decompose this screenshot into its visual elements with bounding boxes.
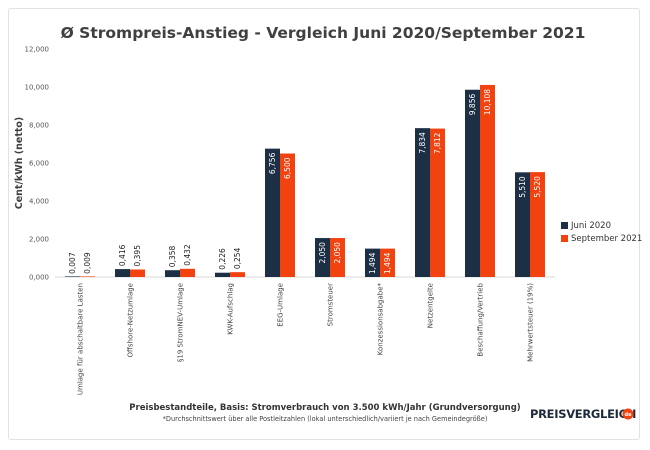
bar-september-2021 [180,268,195,277]
category-label: Stromsteuer [327,283,335,326]
bar-value-label: 2,050 [333,242,342,264]
y-tick-label: 0,000 [29,274,49,282]
category-label: KWK-Aufschlag [227,283,235,335]
bar-value-label: 6,500 [283,157,292,179]
category-label: Beschaffung/Vertrieb [477,282,485,356]
bar-value-label: 0,009 [83,252,92,274]
bar-september-2021 [530,172,545,277]
category-label: EEG-Umlage [277,283,285,327]
bar-value-label: 2,050 [318,242,327,264]
bar-value-label: 10,108 [483,89,492,115]
bar-value-label: 0,432 [183,244,192,266]
category-label: Umlage für abschaltbare Lasten [77,283,85,395]
bar-value-label: 1,494 [383,252,392,274]
bar-september-2021 [380,248,395,277]
category-label: §19 StromNEV-Umlage [177,283,185,362]
bar-juni-2020 [115,269,130,277]
y-tick-label: 12,000 [25,46,50,54]
bar-value-label: 0,226 [218,248,227,270]
bar-series [65,84,545,278]
bar-value-label: 0,254 [233,247,242,269]
y-axis-ticks: 0,000 2,000 4,000 6,000 8,000 10,000 12,000 [25,46,50,282]
category-label: Netzentgelte [427,283,435,328]
bar-juni-2020 [215,272,230,277]
logo-text: PREISVERGLEICH [530,407,636,421]
category-label: Konzessionsabgabe* [377,283,385,356]
bar-september-2021 [230,272,245,277]
bar-september-2021 [80,276,95,277]
x-axis-label: Preisbestandteile, Basis: Stromverbrauch… [129,403,521,413]
bar-value-label: 0,358 [168,245,177,267]
bar-juni-2020 [465,89,480,278]
bar-juni-2020 [315,238,330,277]
legend: Juni 2020 September 2021 [561,221,642,244]
legend-label: Juni 2020 [570,221,611,231]
y-tick-label: 10,000 [25,84,50,92]
y-tick-label: 8,000 [29,122,49,130]
logo-badge-text: de [625,412,633,418]
bar-september-2021 [430,128,445,277]
bar-september-2021 [330,238,345,277]
footnote: *Durchschnittswert über alle Postleitzah… [163,415,488,423]
value-labels: 0,007 0,009 0,416 0,395 0,358 0,432 0,226 0,254… [68,89,542,274]
category-label: Mehrwertsteuer (19%) [527,283,535,362]
bar-juni-2020 [365,248,380,277]
bar-juni-2020 [415,128,430,277]
bar-september-2021 [130,269,145,277]
bar-value-label: 1,494 [368,252,377,274]
bar-juni-2020 [515,172,530,277]
bar-september-2021 [480,84,495,277]
legend-swatch [561,235,568,242]
chart-frame [8,8,640,440]
bar-juni-2020 [65,276,80,277]
bar-value-label: 0,416 [118,244,127,266]
legend-label: September 2021 [571,234,642,244]
preisvergleich-logo: PREISVERGLEICH de [530,407,636,421]
bar-value-label: 5,510 [518,176,527,198]
bar-value-label: 9,856 [468,94,477,116]
legend-swatch [561,222,568,229]
bar-juni-2020 [165,270,180,277]
bar-value-label: 0,395 [133,245,142,267]
y-axis-label: Cent/kWh (netto) [14,117,25,210]
bar-september-2021 [280,153,295,277]
logo-badge-icon [622,408,634,420]
bar-juni-2020 [265,148,280,277]
y-tick-label: 6,000 [29,160,49,168]
y-tick-label: 2,000 [29,236,49,244]
bar-value-label: 6,756 [268,152,277,174]
category-labels: Umlage für abschaltbare Lasten Offshore-N… [77,282,535,395]
bar-value-label: 7,812 [433,132,442,154]
bar-value-label: 0,007 [68,252,77,274]
bar-value-label: 7,834 [418,132,427,154]
category-label: Offshore-Netzumlage [127,283,135,357]
bar-value-label: 5,520 [533,176,542,198]
y-tick-label: 4,000 [29,198,49,206]
chart-title: Ø Strompreis-Anstieg - Vergleich Juni 20… [61,24,586,42]
